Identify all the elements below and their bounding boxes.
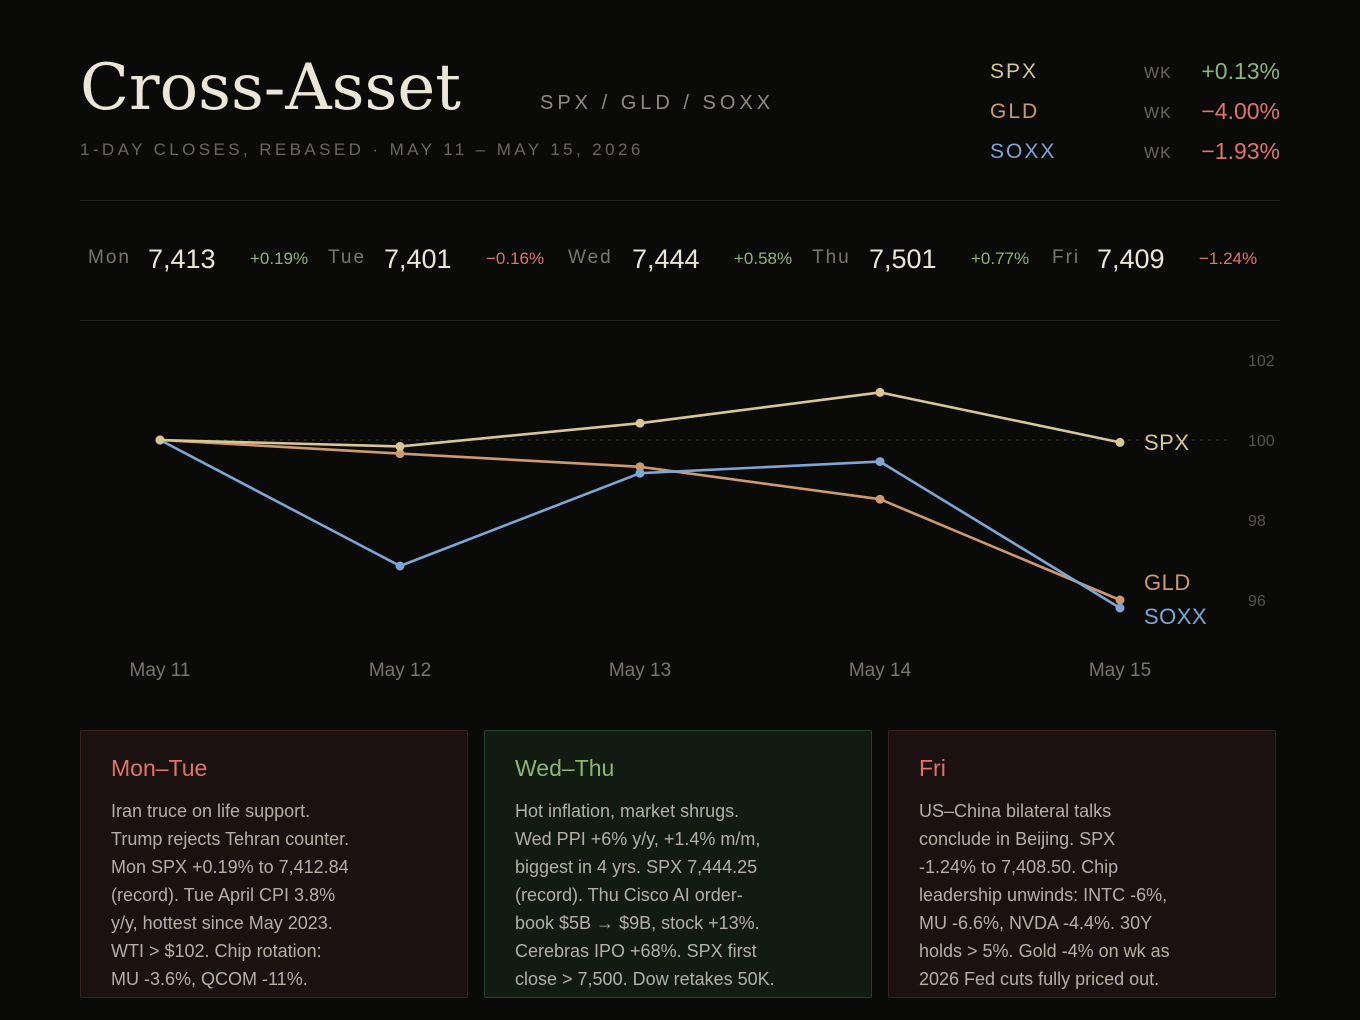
weekly-label: WK: [1144, 105, 1172, 122]
data-point-soxx: [635, 468, 645, 478]
x-tick-label: May 14: [849, 660, 912, 681]
card-wed-thu: Wed–Thu Hot inflation, market shrugs. We…: [484, 730, 872, 998]
y-tick-label: 96: [1248, 593, 1266, 610]
card-title: Fri: [919, 755, 946, 781]
card-title: Mon–Tue: [111, 755, 208, 781]
series-label-soxx: SOXX: [1144, 604, 1207, 629]
card-line: conclude in Beijing. SPX: [919, 829, 1116, 849]
card-line: -1.24% to 7,408.50. Chip: [919, 857, 1119, 877]
data-point-gld: [1115, 595, 1125, 605]
day-close: 7,409: [1097, 244, 1165, 274]
day-change: +0.19%: [250, 249, 309, 268]
card-title: Wed–Thu: [515, 755, 615, 781]
card-line: MU -6.6%, NVDA -4.4%. 30Y: [919, 913, 1153, 933]
weekly-change: −1.93%: [1201, 138, 1280, 164]
data-point-gld: [635, 462, 645, 472]
card-line: (record). Thu Cisco AI order-: [515, 885, 743, 905]
data-point-gld: [875, 494, 885, 504]
card-line: Hot inflation, market shrugs.: [515, 801, 740, 821]
data-point-spx: [635, 418, 645, 428]
weekly-row-gld: GLD WK −4.00%: [990, 98, 1280, 138]
day-change: +0.58%: [734, 249, 793, 268]
card-line: Trump rejects Tehran counter.: [111, 829, 350, 849]
card-line: book $5B → $9B, stock +13%.: [515, 913, 760, 933]
day-close: 7,444: [632, 244, 700, 274]
card-fri: Fri US–China bilateral talks conclude in…: [888, 730, 1276, 998]
day-change: −1.24%: [1199, 249, 1258, 268]
day-change: +0.77%: [971, 249, 1030, 268]
y-tick-label: 102: [1248, 353, 1275, 370]
card-line: Mon SPX +0.19% to 7,412.84: [111, 857, 349, 877]
weekly-summary: SPX WK +0.13% GLD WK −4.00% SOXX WK −1.9…: [990, 58, 1280, 178]
day-close: 7,413: [148, 244, 216, 274]
y-tick-label: 98: [1248, 513, 1266, 530]
day-change: −0.16%: [486, 249, 545, 268]
card-line: holds > 5%. Gold -4% on wk as: [919, 941, 1170, 961]
card-line: y/y, hottest since May 2023.: [111, 913, 333, 933]
weekly-label: WK: [1144, 145, 1172, 162]
x-tick-label: May 11: [130, 660, 191, 681]
card-line: MU -3.6%, QCOM -11%.: [111, 969, 308, 989]
weekly-label: WK: [1144, 65, 1172, 82]
card-line: Iran truce on life support.: [111, 801, 311, 821]
data-point-gld: [395, 449, 405, 459]
divider: [80, 320, 1280, 321]
x-tick-label: May 15: [1089, 660, 1151, 681]
weekly-change: +0.13%: [1201, 58, 1280, 84]
card-line: WTI > $102. Chip rotation:: [111, 941, 322, 961]
day-name: Tue: [328, 247, 367, 268]
card-line: biggest in 4 yrs. SPX 7,444.25: [515, 857, 758, 877]
card-body: Iran truce on life support. Trump reject…: [111, 797, 451, 993]
data-point-spx: [875, 387, 885, 397]
card-line: leadership unwinds: INTC -6%,: [919, 885, 1168, 905]
data-point-soxx: [875, 457, 885, 467]
card-line: close > 7,500. Dow retakes 50K.: [515, 969, 775, 989]
x-tick-label: May 13: [609, 660, 671, 681]
weekly-row-soxx: SOXX WK −1.93%: [990, 138, 1280, 178]
card-mon-tue: Mon–Tue Iran truce on life support. Trum…: [80, 730, 468, 998]
y-tick-label: 100: [1248, 433, 1275, 450]
page-subtitle: 1-DAY CLOSES, REBASED · MAY 11 – MAY 15,…: [80, 140, 644, 159]
card-line: (record). Tue April CPI 3.8%: [111, 885, 336, 905]
day-name: Wed: [568, 247, 613, 268]
day-close: 7,501: [869, 244, 937, 274]
rebased-line-chart: 102 100 98 96 May 11 May 12 May 13 May 14 May 15…: [130, 353, 1275, 681]
weekly-row-spx: SPX WK +0.13%: [990, 58, 1280, 98]
ticker-list: SPX / GLD / SOXX: [540, 92, 775, 114]
page-title: Cross-Asset: [80, 51, 461, 125]
divider: [80, 200, 1280, 201]
series-label-spx: SPX: [1144, 430, 1190, 455]
card-line: Wed PPI +6% y/y, +1.4% m/m,: [515, 829, 761, 849]
data-point-spx: [155, 435, 165, 445]
card-body: US–China bilateral talks conclude in Bei…: [919, 797, 1259, 993]
series-label-gld: GLD: [1144, 570, 1191, 595]
data-point-soxx: [1115, 603, 1125, 613]
day-name: Fri: [1052, 247, 1081, 268]
card-body: Hot inflation, market shrugs. Wed PPI +6…: [515, 797, 855, 993]
weekly-ticker: SOXX: [990, 140, 1057, 163]
weekly-ticker: GLD: [990, 100, 1040, 123]
day-close: 7,401: [384, 244, 452, 274]
card-line: 2026 Fed cuts fully priced out.: [919, 969, 1160, 989]
x-tick-label: May 12: [369, 660, 431, 681]
card-line: US–China bilateral talks: [919, 801, 1112, 821]
weekly-change: −4.00%: [1201, 98, 1280, 124]
day-name: Thu: [812, 247, 851, 268]
weekly-ticker: SPX: [990, 60, 1039, 83]
daily-closes-strip: Mon 7,413 +0.19% Tue 7,401 −0.16% Wed 7,…: [88, 240, 1280, 280]
data-point-soxx: [395, 561, 405, 571]
data-point-spx: [395, 441, 405, 451]
day-name: Mon: [88, 247, 131, 268]
card-line: Cerebras IPO +68%. SPX first: [515, 941, 757, 961]
data-point-spx: [1115, 437, 1125, 447]
